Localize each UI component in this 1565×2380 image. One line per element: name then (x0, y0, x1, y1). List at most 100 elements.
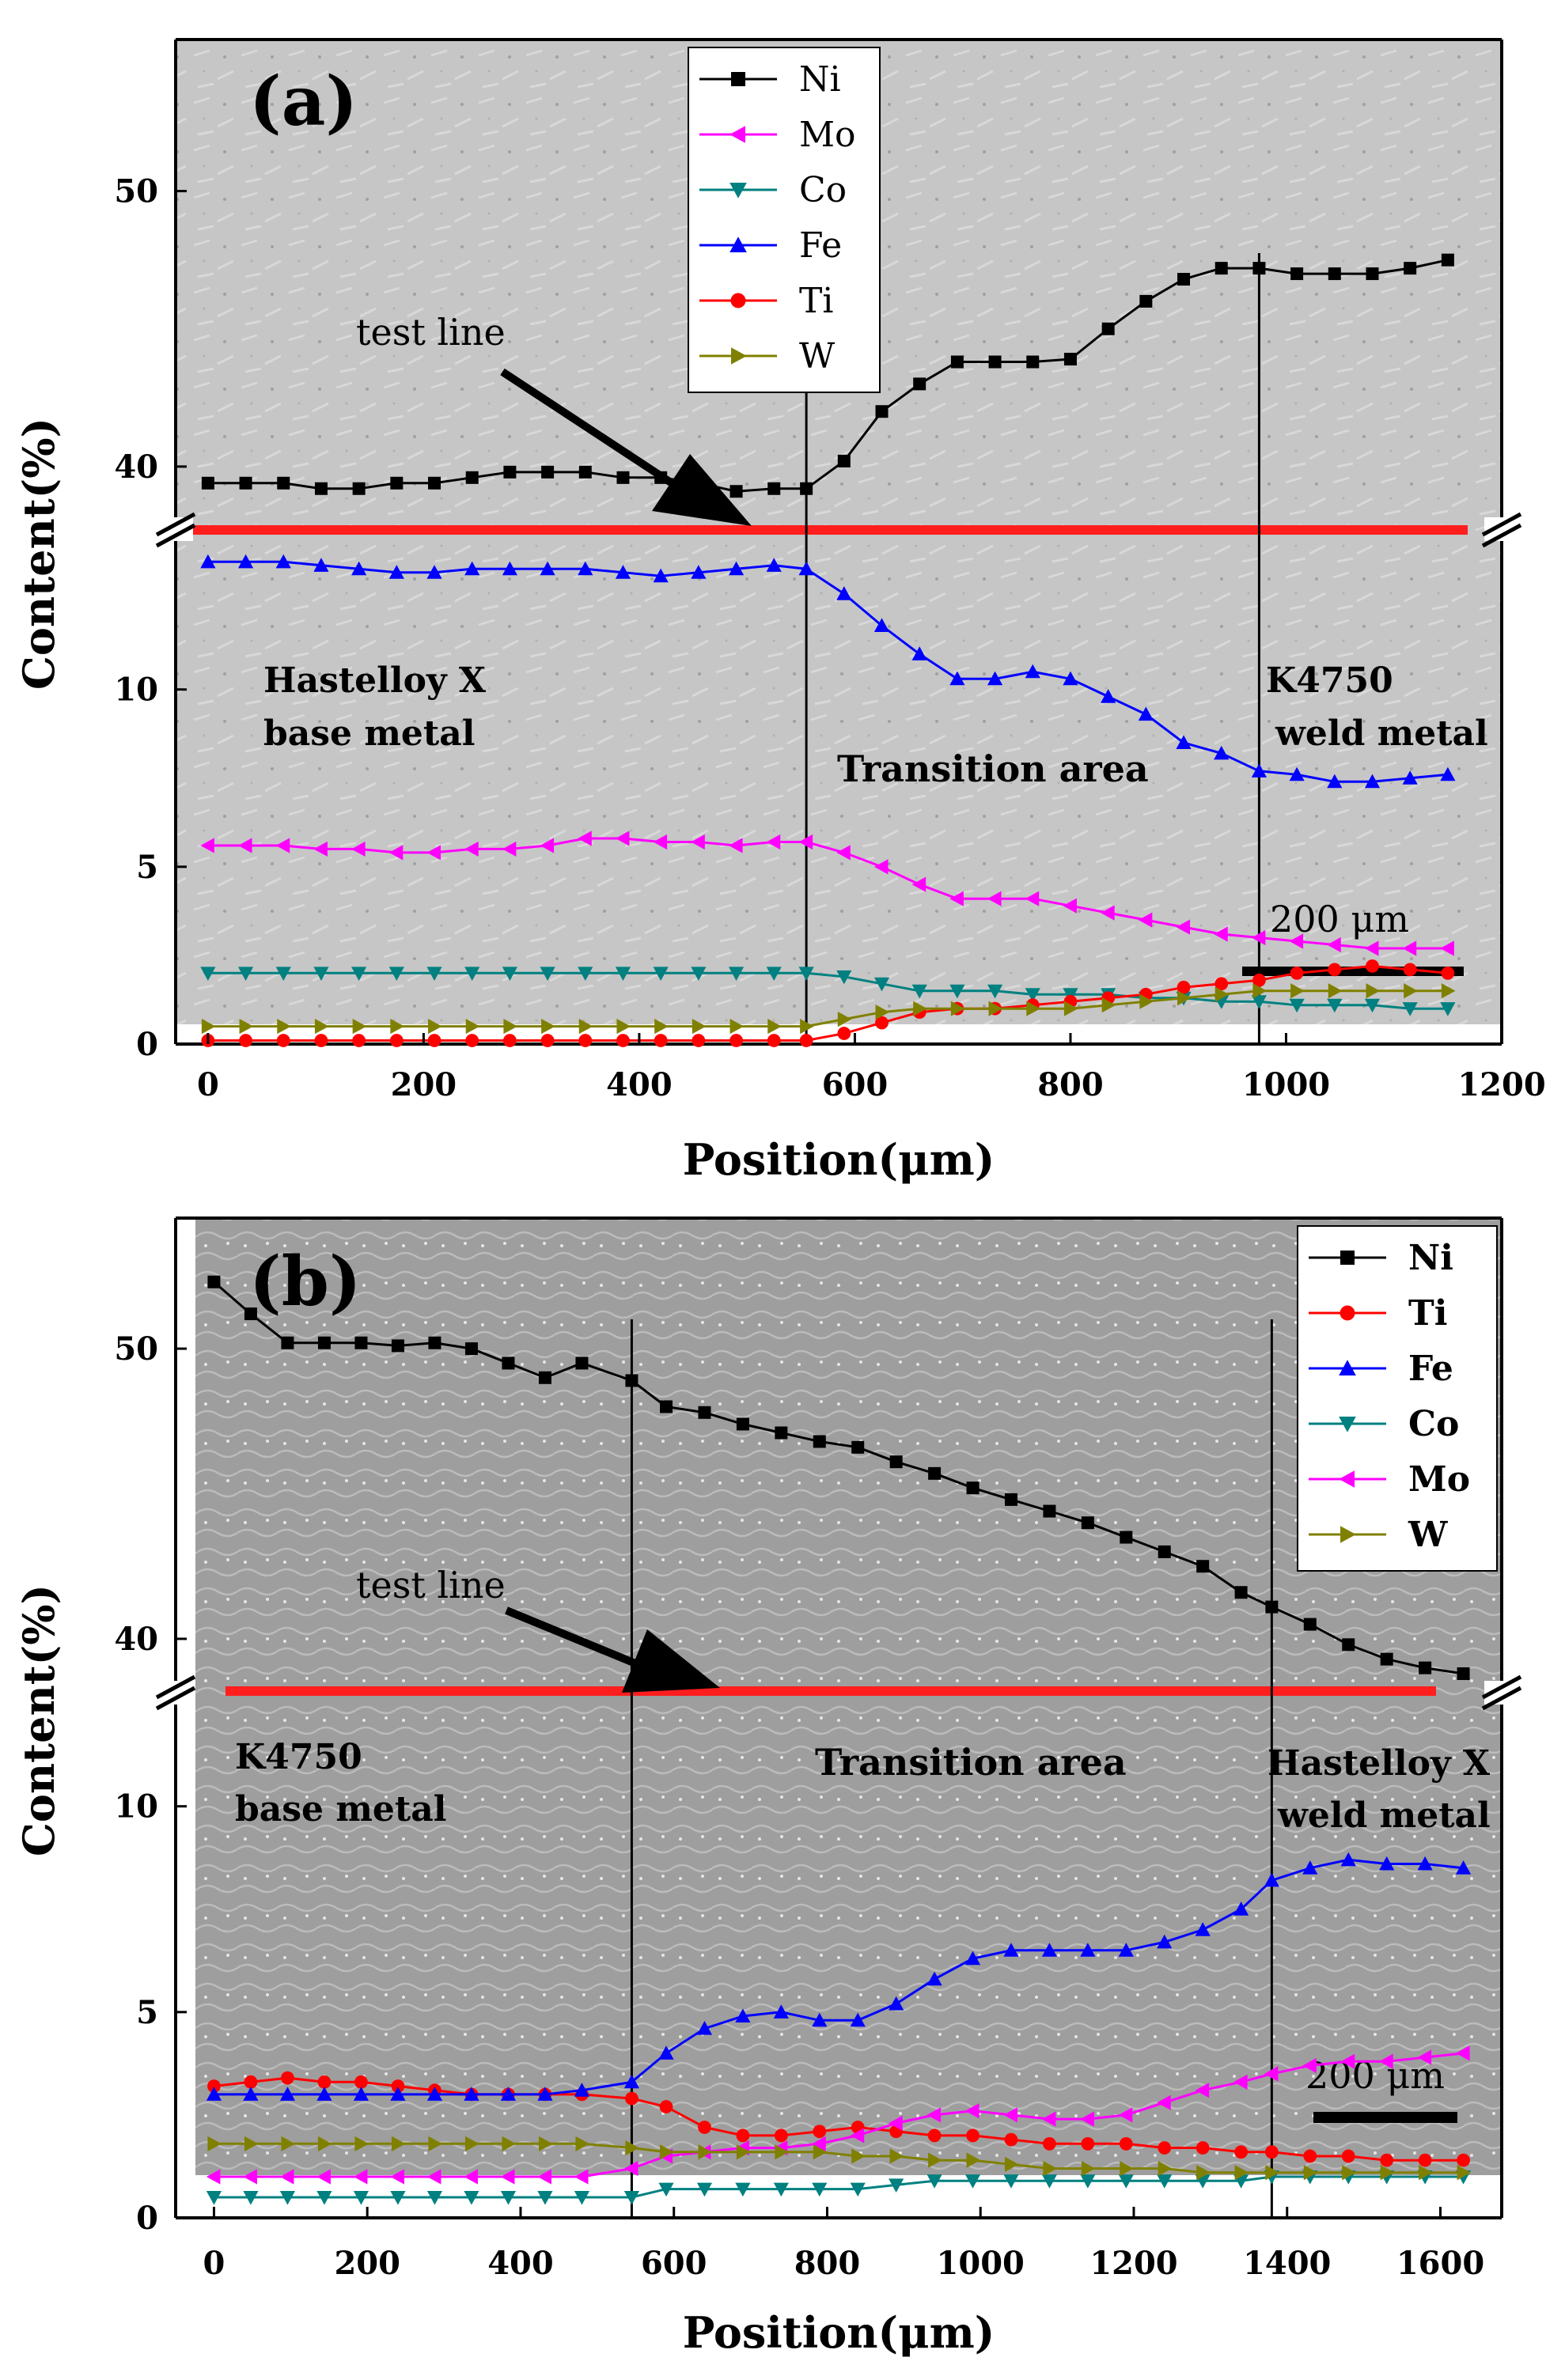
panel-b-x-tick-label: 1200 (1089, 2245, 1177, 2282)
panel-b-point-ni (1457, 1667, 1470, 1680)
panel-a-series-w (201, 983, 1456, 1035)
panel-b-point-mo (926, 2107, 942, 2123)
panel-a-point-co (1025, 988, 1040, 1002)
panel-b-point-w (775, 2144, 789, 2160)
panel-b-series-fe (206, 1852, 1472, 2101)
panel-a-legend-entry-mo: Mo (699, 115, 856, 155)
panel-b-point-co (1157, 2174, 1173, 2189)
panel-b-legend-entry-ti: Ti (1309, 1293, 1447, 1334)
panel-b-point-fe (773, 2004, 789, 2019)
panel-b-point-ti (1303, 2149, 1317, 2163)
panel-a-point-ni (767, 482, 781, 495)
panel-b-legend-label: Co (1408, 1404, 1459, 1444)
panel-a-y-tick-label: 5 (136, 849, 158, 886)
panel-a-point-ti (578, 1034, 593, 1047)
panel-a-point-ti (1328, 963, 1342, 977)
panel-b-y-tick-label: 5 (136, 1994, 158, 2031)
panel-a-point-mo (200, 838, 214, 853)
panel-a-point-mo (1364, 940, 1379, 956)
panel-a-point-fe (615, 565, 631, 579)
panel-a-point-w (578, 1018, 593, 1035)
panel-b-point-w (1081, 2160, 1096, 2177)
panel-a-point-w (950, 1001, 965, 1016)
panel-b-point-co (353, 2190, 369, 2205)
panel-a-point-co (578, 967, 593, 981)
panel-a-point-fe (351, 561, 367, 576)
panel-b-point-ni (281, 1336, 294, 1349)
panel-b-point-w (1234, 2165, 1249, 2181)
panel-b-point-mo (1080, 2111, 1094, 2127)
panel-a-point-co (540, 967, 555, 981)
panel-b-point-w (428, 2136, 443, 2151)
panel-a-point-w (428, 1018, 442, 1035)
panel-a-point-ni (1214, 262, 1228, 275)
panel-a-panel-label: (a) (249, 62, 358, 142)
panel-b-point-fe (850, 2012, 866, 2027)
panel-b-point-ni (317, 1336, 331, 1349)
panel-a-point-ni (875, 405, 889, 418)
panel-b-line-ti (214, 2076, 1464, 2162)
chart-marks: 0 200 400 600 800 1000 120005104050NiMoCoFeTiW… (114, 47, 1546, 2282)
panel-a-point-fe (653, 568, 669, 583)
panel-b-point-ni (354, 1336, 368, 1349)
panel-b-axis-break-left (155, 1674, 196, 1711)
panel-a-point-ni (503, 465, 517, 479)
panel-a-point-w (390, 1018, 404, 1035)
panel-a-point-co (949, 984, 965, 999)
panel-b-point-fe (353, 2087, 369, 2101)
panel-a-point-mo (388, 845, 404, 861)
panel-a-point-ni (837, 454, 851, 467)
panel-b-series-mo (206, 2045, 1470, 2185)
panel-b-point-co (390, 2190, 406, 2205)
panel-b-point-mo (1379, 2053, 1393, 2069)
panel-a-point-co (351, 967, 367, 981)
panel-a-point-mo (1138, 912, 1153, 928)
panel-a-x-tick-label: 1000 (1242, 1066, 1330, 1103)
panel-a-point-ti (314, 1034, 328, 1047)
panel-b-legend-entry-co: Co (1309, 1404, 1459, 1444)
panel-b-point-ti (736, 2128, 750, 2143)
panel-b-point-mo (390, 2169, 404, 2185)
panel-b-point-ni (660, 1400, 673, 1413)
panel-a-point-mo (873, 859, 889, 875)
panel-a-legend-swatch-marker (731, 347, 747, 365)
panel-b-x-tick-label: 800 (794, 2245, 861, 2282)
panel-a-point-w (1290, 983, 1305, 999)
panel-b-point-fe (279, 2087, 296, 2101)
panel-b-point-fe (964, 1951, 981, 1966)
panel-a-point-ti (1366, 959, 1379, 973)
panel-a-right-region-line2: weld metal (1275, 713, 1488, 754)
panel-a-point-co (1327, 998, 1343, 1013)
panel-b-x-tick-label: 400 (487, 2245, 554, 2282)
panel-a-point-co (728, 967, 745, 981)
panel-a-point-ti (503, 1034, 517, 1047)
panel-b-point-ti (1380, 2153, 1394, 2167)
panel-a-legend-label: Mo (799, 115, 856, 155)
panel-b-point-fe (500, 2087, 517, 2101)
panel-a-x-tick-label: 800 (1037, 1066, 1104, 1103)
panel-b-point-w (391, 2136, 406, 2151)
panel-b-point-fe (1340, 1852, 1356, 1867)
panel-b-point-co (964, 2174, 981, 2189)
panel-a-x-tick-label: 0 (197, 1066, 219, 1103)
panel-b-point-ti (1234, 2145, 1249, 2159)
panel-b-point-mo (279, 2169, 294, 2185)
panel-a-point-ni (1290, 267, 1304, 281)
panel-b-point-fe (1195, 1922, 1211, 1936)
panel-b: (b) test line K4750 base metal Transitio… (13, 1216, 1522, 2358)
panel-a-point-ti (654, 1034, 668, 1047)
panel-b-point-ni (1196, 1560, 1210, 1573)
panel-a-line-ni (207, 259, 1449, 493)
panel-b-point-mo (316, 2169, 331, 2185)
panel-a-y-tick-label: 0 (136, 1026, 158, 1063)
panel-b-point-ti (391, 2079, 405, 2093)
panel-a-point-fe (873, 618, 890, 633)
panel-a-point-w (541, 1018, 555, 1035)
panel-a-point-ti (352, 1034, 366, 1047)
panel-b-point-co (243, 2190, 259, 2205)
panel-a-point-co (1289, 998, 1305, 1013)
panel-a-point-ni (428, 476, 441, 490)
panel-b-point-co (1041, 2174, 1058, 2189)
panel-a-y-tick-label: 50 (114, 173, 158, 210)
panel-a-point-ni (692, 476, 705, 490)
